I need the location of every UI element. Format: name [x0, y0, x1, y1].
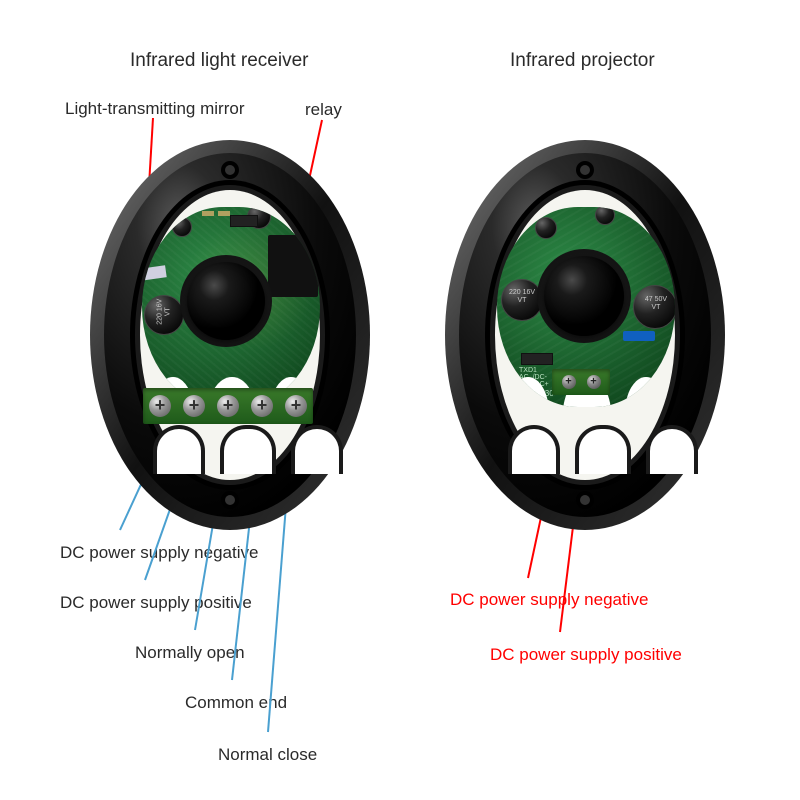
receiver-device: 220 16V VT — [85, 135, 375, 535]
terminal-dc-neg — [149, 395, 171, 417]
proj-capacitor-right: 47 50V VT — [633, 285, 675, 329]
terminal-NO — [217, 395, 239, 417]
label-normal-close: Normal close — [218, 745, 317, 765]
label-normally-open: Normally open — [135, 643, 245, 663]
label-proj-dc-neg: DC power supply negative — [450, 590, 648, 610]
label-dc-neg: DC power supply negative — [60, 543, 258, 563]
title-receiver: Infrared light receiver — [130, 50, 308, 72]
label-dc-pos: DC power supply positive — [60, 593, 252, 613]
ir-lens — [187, 262, 265, 340]
relay-block — [268, 235, 318, 297]
label-relay: relay — [305, 100, 342, 120]
label-proj-dc-pos: DC power supply positive — [490, 645, 682, 665]
capacitor-left: 220 16V VT — [144, 295, 184, 335]
proj-terminal-dc-neg — [562, 375, 576, 389]
projector-device: 220 16V VT 47 50V VT TXD1AC_/DC-AC_/DC+ … — [440, 135, 730, 535]
label-mirror: Light-transmitting mirror — [65, 99, 245, 119]
projector-terminal-block — [552, 369, 610, 395]
ir-lens-proj — [544, 256, 624, 336]
terminal-NC — [285, 395, 307, 417]
terminal-COM — [251, 395, 273, 417]
title-projector: Infrared projector — [510, 50, 655, 72]
receiver-terminal-block — [143, 388, 313, 424]
label-common-end: Common end — [185, 693, 287, 713]
proj-terminal-dc-pos — [587, 375, 601, 389]
terminal-dc-pos — [183, 395, 205, 417]
receiver-pcb: 220 16V VT — [142, 207, 320, 407]
